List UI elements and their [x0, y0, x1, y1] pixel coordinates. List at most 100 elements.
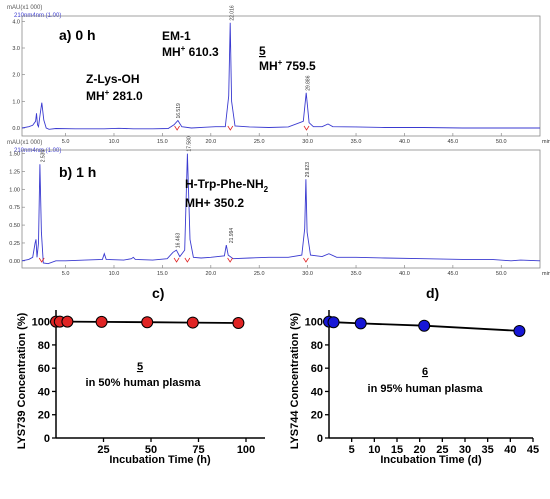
- peak-rt-label: 17.580: [186, 136, 192, 152]
- label-zlys: Z-Lys-OH: [86, 72, 140, 86]
- y-axis-label-c: LYS739 Concentration (%): [16, 312, 28, 449]
- panel-label-d: d): [426, 285, 439, 301]
- x-tick-label: 40.0: [399, 139, 410, 145]
- subtitle-c: in 50% human plasma: [86, 377, 202, 389]
- title-c: 5: [137, 361, 143, 373]
- x-tick-label: 5: [349, 444, 355, 456]
- chromatogram-a: mAU(x1 000) 210nm4nm (1.00) 0.01.02.03.0…: [7, 5, 550, 145]
- trace-a: [21, 22, 540, 130]
- y-axis-a: 0.0 1.0 2.0 3.0 4.0: [12, 19, 25, 132]
- data-point: [513, 324, 526, 337]
- y-axis-b: 0.00 0.25 0.50 0.75 1.00 1.25 1.50: [9, 152, 25, 265]
- plot-frame-a: [21, 15, 541, 137]
- x-axis-unit: min: [542, 139, 550, 145]
- peak-marker: [38, 257, 45, 263]
- peak-marker: [227, 257, 233, 263]
- y-tick-label: 2.0: [12, 73, 20, 79]
- data-point: [141, 316, 154, 329]
- x-tick-label: 50.0: [496, 271, 507, 277]
- x-tick-label: 10: [368, 444, 380, 456]
- x-tick-label: 35.0: [351, 271, 362, 277]
- y-tick-label: 80: [38, 340, 50, 352]
- y-tick-label: 80: [311, 340, 323, 352]
- x-axis-d: 5 10 15 20 25 30 35 40 45: [349, 438, 539, 456]
- x-tick-label: 30: [459, 444, 471, 456]
- x-axis-label-c: Incubation Time (h): [109, 454, 211, 466]
- x-tick-label: 100: [237, 444, 255, 456]
- peak-rt-label: 16.463: [176, 233, 182, 249]
- subtitle-d: in 95% human plasma: [368, 383, 484, 395]
- channel-b: 210nm4nm (1.00): [14, 148, 61, 154]
- x-tick-label: 45.0: [448, 139, 459, 145]
- y-tick-label: 1.00: [9, 187, 20, 193]
- series-points-d: [323, 315, 526, 337]
- y-tick-label: 0.00: [9, 259, 20, 265]
- peak-rt-label: 21.994: [229, 228, 235, 244]
- x-tick-label: 20.0: [205, 139, 216, 145]
- stability-plot-c: c) 0 20 40 60 80 100 25 50 75 100 5 in 50% human…: [16, 285, 265, 466]
- plot-frame-b: [21, 149, 541, 269]
- x-tick-label: 20: [414, 444, 426, 456]
- y-tick-label: 0.75: [9, 205, 20, 211]
- data-point: [186, 316, 199, 329]
- data-point: [354, 317, 367, 330]
- y-tick-label: 40: [311, 386, 323, 398]
- label-compound-5-mass: MH+ 759.5: [259, 58, 316, 73]
- trace-b: [21, 153, 541, 265]
- label-htrp-mass: MH+ 350.2: [185, 196, 244, 210]
- peak-rt-label: 29.823: [305, 162, 311, 178]
- x-axis-c: 25 50 75 100: [97, 438, 255, 456]
- label-em1: EM-1: [162, 29, 191, 43]
- x-tick-label: 75: [192, 444, 204, 456]
- x-tick-label: 25.0: [254, 139, 265, 145]
- peak-labels-b: 2.535 16.463 17.580 21.994 29.823: [38, 136, 311, 263]
- stability-plot-d: d) 0 20 40 60 80 100 5 10 15 20 25 30 35 40 45 6 in 9…: [289, 285, 539, 466]
- label-zlys-mass: MH+ 281.0: [86, 88, 143, 103]
- peak-marker: [303, 257, 309, 263]
- label-htrp: H-Trp-Phe-NH2: [185, 177, 269, 194]
- y-tick-label: 20: [311, 410, 323, 422]
- y-tick-label: 40: [38, 386, 50, 398]
- y-tick-label: 60: [311, 363, 323, 375]
- y-tick-label: 1.25: [9, 169, 20, 175]
- data-point: [61, 315, 74, 328]
- x-tick-label: 10.0: [109, 139, 120, 145]
- x-tick-label: 15: [391, 444, 403, 456]
- peak-marker: [173, 257, 180, 263]
- x-tick-label: 25: [436, 444, 448, 456]
- x-tick-label: 30.0: [302, 271, 313, 277]
- x-tick-label: 20.0: [205, 271, 216, 277]
- y-axis-d: 0 20 40 60 80 100: [305, 317, 329, 445]
- x-axis-b: 5.0 10.0 15.0 20.0 25.0 30.0 35.0 40.0 45.0 50.0 m…: [62, 265, 550, 277]
- y-tick-label: 1.0: [12, 99, 20, 105]
- x-tick-label: 25: [97, 444, 109, 456]
- x-tick-label: 50: [145, 444, 157, 456]
- y-tick-label: 1.50: [9, 152, 20, 158]
- data-point: [327, 316, 340, 329]
- y-tick-label: 100: [32, 317, 50, 329]
- x-tick-label: 10.0: [109, 271, 120, 277]
- data-point: [418, 319, 431, 332]
- x-tick-label: 5.0: [62, 271, 70, 277]
- x-axis-a: 5.0 10.0 15.0 20.0 25.0 30.0 35.0 40.0 45.0 50.0 m…: [62, 133, 550, 145]
- panel-label-a: a) 0 h: [59, 27, 96, 43]
- y-tick-label: 100: [305, 317, 323, 329]
- label-compound-5: 5: [259, 44, 266, 58]
- peak-rt-label: 29.886: [306, 75, 312, 91]
- data-point: [232, 317, 245, 330]
- peak-marker: [184, 257, 191, 263]
- x-tick-label: 35: [482, 444, 494, 456]
- x-tick-label: 35.0: [351, 139, 362, 145]
- peak-rt-label: 16.519: [176, 103, 182, 119]
- x-tick-label: 45.0: [448, 271, 459, 277]
- y-tick-label: 60: [38, 363, 50, 375]
- y-unit-a: mAU(x1 000): [7, 5, 42, 11]
- peak-marker: [303, 125, 310, 131]
- y-axis-label-d: LYS744 Concentration (%): [289, 312, 301, 449]
- y-tick-label: 4.0: [12, 19, 20, 25]
- panel-label-c: c): [152, 285, 164, 301]
- chromatogram-b: mAU(x1 000) 210nm4nm (1.00) 0.00 0.25 0.50…: [7, 136, 550, 277]
- title-d: 6: [422, 366, 428, 378]
